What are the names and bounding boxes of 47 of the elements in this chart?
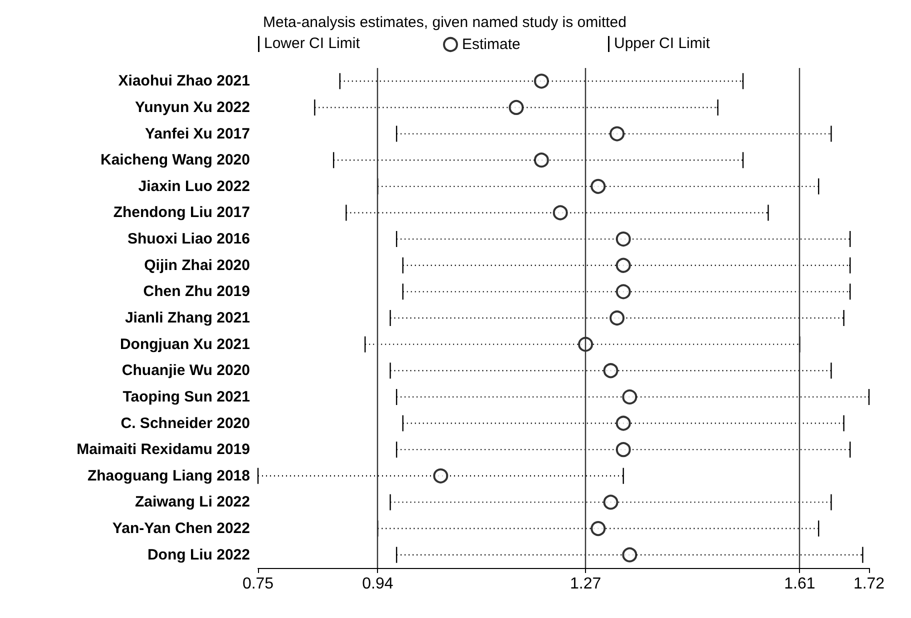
y-tick-label: Zaiwang Li 2022 <box>134 494 250 511</box>
y-tick-label: Yunyun Xu 2022 <box>134 98 250 116</box>
y-tick-label: Jianli Zhang 2021 <box>124 310 250 326</box>
y-tick-label: Chuanjie Wu 2020 <box>122 362 250 380</box>
y-tick-label: Dong Liu 2022 <box>147 546 250 564</box>
x-tick-label: 0.94 <box>362 576 394 592</box>
point <box>622 389 638 404</box>
y-tick-label: Shuoxi Liao 2016 <box>127 230 250 248</box>
point <box>610 126 625 142</box>
point <box>603 494 618 510</box>
legend-label: Estimate <box>462 36 520 53</box>
point <box>590 178 606 194</box>
point <box>578 336 594 352</box>
y-tick-label: Dongjuan Xu 2021 <box>120 336 250 353</box>
y-tick-label: Yanfei Xu 2017 <box>144 125 250 142</box>
point <box>552 205 568 220</box>
y-tick-label: Maimaiti Rexidamu 2019 <box>76 441 250 458</box>
point <box>590 521 606 536</box>
x-tick-label: 0.75 <box>242 576 274 592</box>
x-tick-label: 1.72 <box>853 576 885 592</box>
text: Upper CI Limit <box>614 35 711 52</box>
point <box>616 416 631 431</box>
chart-title: Meta-analysis estimates, given named study is omitted <box>263 14 626 31</box>
point <box>616 284 631 300</box>
point <box>616 232 631 247</box>
y-tick-label: Zhaoguang Liang 2018 <box>87 467 250 484</box>
point <box>603 363 618 378</box>
point <box>610 310 625 326</box>
y-tick-label: Kaicheng Wang 2020 <box>100 152 250 169</box>
y-tick-label: Xiaohui Zhao 2021 <box>118 72 250 90</box>
point <box>433 468 448 484</box>
point <box>508 100 524 115</box>
y-tick-label: C. Schneider 2020 <box>120 414 250 432</box>
x-tick-label: 1.27 <box>570 576 602 592</box>
y-tick-label: Jiaxin Luo 2022 <box>138 178 250 195</box>
y-tick-label: Yan-Yan Chen 2022 <box>112 520 250 538</box>
point <box>622 547 638 562</box>
text: Lower CI Limit <box>264 35 361 52</box>
point <box>534 74 549 89</box>
y-tick-label: Qijin Zhai 2020 <box>144 256 250 274</box>
y-tick-label: Taoping Sun 2021 <box>122 388 250 406</box>
y-tick-label: Chen Zhu 2019 <box>143 283 250 300</box>
x-tick-label: 1.61 <box>784 576 816 592</box>
y-tick-label: Zhendong Liu 2017 <box>113 204 250 222</box>
point <box>616 442 631 458</box>
point <box>616 258 631 273</box>
point <box>534 152 549 168</box>
